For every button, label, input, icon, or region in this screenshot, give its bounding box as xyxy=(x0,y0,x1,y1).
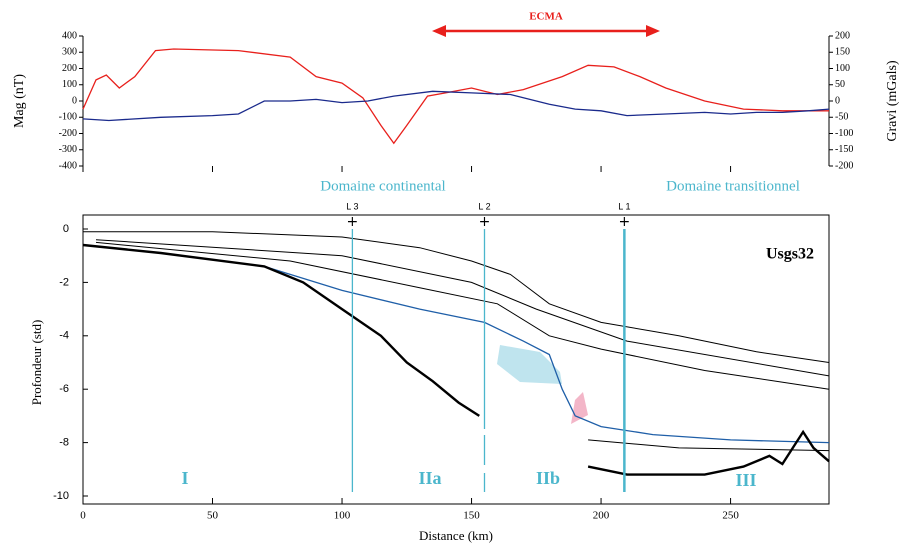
data-line xyxy=(82,90,830,122)
y-tick-label: -4 xyxy=(59,330,69,342)
y-tick-label: -100 xyxy=(59,112,77,123)
annotation: Domaine transitionnel xyxy=(666,178,800,194)
well-cross: + xyxy=(479,214,491,230)
x-tick-label: 150 xyxy=(463,510,480,522)
annotation: IIb xyxy=(536,468,560,488)
y2-tick-label: 100 xyxy=(835,63,850,74)
arrow-head xyxy=(646,25,660,37)
y-tick-label: -10 xyxy=(53,490,69,502)
well-label: L 1 xyxy=(618,201,630,211)
x-tick-label: 200 xyxy=(593,510,610,522)
y2-tick-label: -200 xyxy=(835,160,853,171)
data-line xyxy=(95,241,830,390)
data-line xyxy=(588,439,830,452)
annotation: III xyxy=(735,470,756,490)
annotation: ECMA xyxy=(529,11,563,23)
shaded-body xyxy=(497,345,562,384)
y-axis-label: Mag (nT) xyxy=(12,74,27,128)
x-axis-label: Distance (km) xyxy=(419,528,493,543)
data-line xyxy=(82,48,829,145)
well-label: L 3 xyxy=(346,201,358,211)
arrow-head xyxy=(432,25,446,37)
y2-tick-label: 0 xyxy=(835,95,840,106)
data-line xyxy=(83,231,830,363)
x-tick-label: 50 xyxy=(207,510,219,522)
y-tick-label: 100 xyxy=(62,79,77,90)
data-line xyxy=(82,243,480,417)
y-tick-label: -6 xyxy=(59,383,69,395)
y-tick-label: -400 xyxy=(59,160,77,171)
well-label: L 2 xyxy=(478,201,490,211)
y2-axis-label: Gravi (mGals) xyxy=(885,60,900,142)
y-tick-label: 400 xyxy=(62,30,77,41)
y-tick-label: 0 xyxy=(72,95,77,106)
y-tick-label: 200 xyxy=(62,63,77,74)
x-tick-label: 100 xyxy=(334,510,351,522)
data-line xyxy=(95,239,830,377)
x-tick-label: 250 xyxy=(722,510,739,522)
x-tick-label: 0 xyxy=(80,510,86,522)
well-cross: + xyxy=(347,214,359,230)
well-cross: + xyxy=(619,214,631,230)
annotation: I xyxy=(181,468,188,488)
plot-frame xyxy=(82,214,830,505)
y-axis-label: Profondeur (std) xyxy=(29,320,44,406)
y-tick-label: -200 xyxy=(59,128,77,139)
y2-tick-label: 150 xyxy=(835,47,850,58)
y2-tick-label: -100 xyxy=(835,128,853,139)
y-tick-label: -300 xyxy=(59,144,77,155)
annotation: Domaine continental xyxy=(320,178,445,194)
y-tick-label: -2 xyxy=(59,276,69,288)
annotation: IIa xyxy=(418,468,441,488)
shaded-body xyxy=(571,392,588,424)
y2-tick-label: 200 xyxy=(835,30,850,41)
data-line xyxy=(587,429,830,476)
y2-tick-label: 50 xyxy=(835,79,845,90)
y-tick-label: 300 xyxy=(62,47,77,58)
y2-tick-label: -150 xyxy=(835,144,853,155)
data-line xyxy=(264,265,830,444)
annotation: Usgs32 xyxy=(766,246,814,263)
y-tick-label: 0 xyxy=(63,223,69,235)
y-tick-label: -8 xyxy=(59,437,69,449)
y2-tick-label: -50 xyxy=(835,112,848,123)
